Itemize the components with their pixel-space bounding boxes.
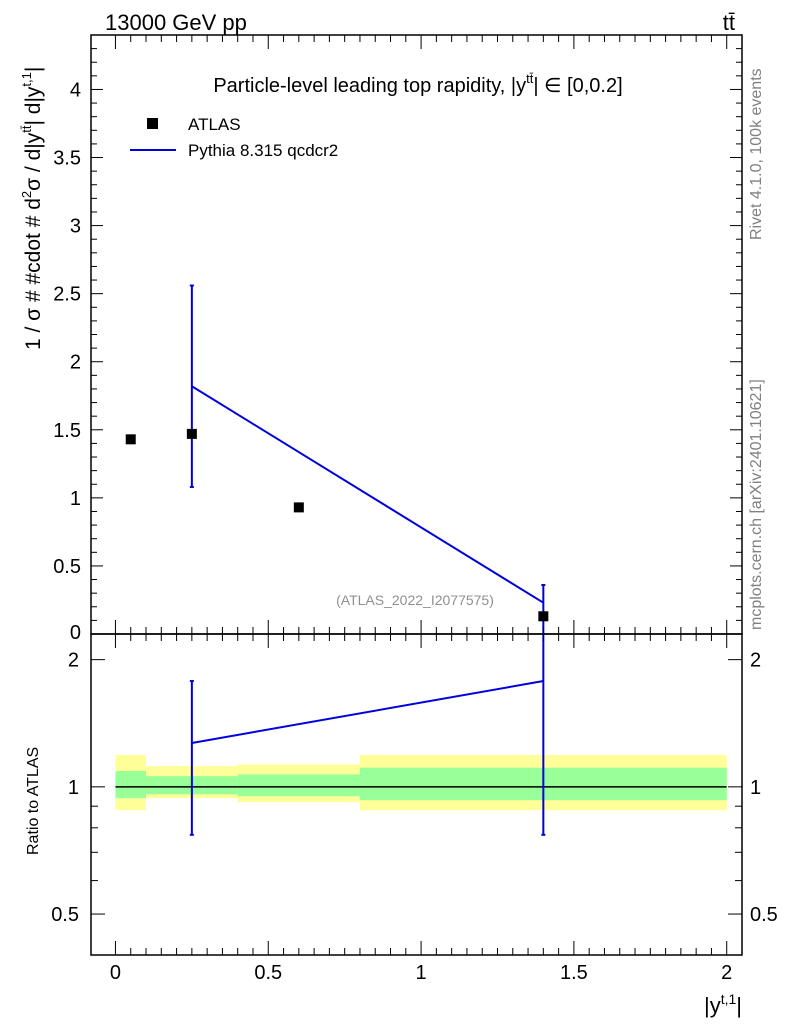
ratio-panel: Ratio to ATLAS |yt,1| 0 0.5 1 1.5 2 0.5 0.5 1 1 2… — [25, 634, 778, 1018]
x-axis-label: |yt,1| — [704, 991, 742, 1018]
plot-title-main: Particle-level leading top rapidity, |y — [213, 75, 526, 97]
energy-label: 13000 GeV pp — [105, 10, 247, 35]
process-label: tt̄ — [723, 10, 735, 35]
main-pythia-line — [191, 385, 544, 604]
ratio-y-tick-label-left: 1 — [68, 777, 79, 799]
main-y-tick-label: 1.5 — [53, 420, 81, 442]
mcplots-source-label: mcplots.cern.ch [arXiv:2401.10621] — [748, 379, 765, 630]
plot-title-sup: tt̄ — [526, 71, 534, 86]
ratio-content — [115, 634, 727, 836]
ratio-y-tick-label-right: 0.5 — [750, 904, 778, 926]
ratio-y-tick-label-left: 0.5 — [51, 904, 79, 926]
analysis-watermark: (ATLAS_2022_I2077575) — [336, 592, 494, 608]
ratio-y-tick-label-left: 2 — [68, 650, 79, 672]
main-y-axis-label: 1 / σ # #cdot # d2σ / d|ytt̄| d|yt,1| — [19, 67, 45, 350]
x-axis-label-main: |y — [704, 993, 721, 1018]
main-y-tick-label: 3 — [70, 216, 81, 238]
legend-pythia-label: Pythia 8.315 qcdcr2 — [188, 141, 338, 160]
legend-atlas-marker — [147, 118, 158, 129]
plot-title: Particle-level leading top rapidity, |yt… — [213, 71, 622, 97]
ylabel-part-1: 1 / σ # #cdot # d — [22, 198, 45, 350]
rivet-version-label: Rivet 4.1.0, 100k events — [748, 68, 765, 240]
ratio-frame — [90, 633, 743, 956]
main-y-tick-label: 0.5 — [53, 556, 81, 578]
main-panel: (ATLAS_2022_I2077575) Particle-level lea… — [19, 34, 742, 644]
atlas-data-point-0 — [125, 434, 136, 445]
atlas-data-point-3 — [538, 611, 549, 622]
main-y-tick-label: 3.5 — [53, 148, 81, 170]
main-y-tick-label-zero: 0 — [70, 622, 81, 644]
x-axis-label-tail: | — [736, 993, 742, 1018]
main-y-tick-label: 1 — [70, 488, 81, 510]
ratio-y-tick-label-right: 1 — [750, 777, 761, 799]
ylabel-part-2: 2 — [19, 191, 34, 198]
x-tick-label: 2 — [721, 962, 732, 984]
x-tick-label: 0 — [110, 962, 121, 984]
ratio-band-green-0 — [115, 771, 147, 799]
main-content — [125, 284, 549, 634]
ratio-y-tick-label-right: 2 — [750, 650, 761, 672]
atlas-data-point-2 — [293, 502, 304, 513]
ylabel-part-5: | d|y — [22, 86, 45, 125]
main-y-tick-label: 2.5 — [53, 284, 81, 306]
ylabel-part-3: σ / d|y — [22, 132, 45, 191]
atlas-data-point-1 — [186, 428, 197, 439]
x-axis-label-sup: t,1 — [721, 991, 737, 1007]
legend-atlas-label: ATLAS — [188, 115, 241, 134]
ratio-band-green-2 — [237, 774, 360, 797]
plot-title-tail: | ∈ [0,0.2] — [533, 75, 622, 97]
ylabel-part-4: tt̄ — [19, 125, 34, 133]
x-tick-label: 0.5 — [254, 962, 282, 984]
x-tick-label: 1 — [416, 962, 427, 984]
ratio-pythia-line — [191, 680, 544, 744]
main-y-tick-label: 2 — [70, 352, 81, 374]
ylabel-part-6: t,1 — [19, 72, 34, 86]
main-y-tick-label: 4 — [70, 79, 81, 101]
ylabel-part-7: | — [22, 67, 45, 72]
ratio-y-axis-label: Ratio to ATLAS — [25, 747, 42, 855]
x-tick-label: 1.5 — [560, 962, 588, 984]
